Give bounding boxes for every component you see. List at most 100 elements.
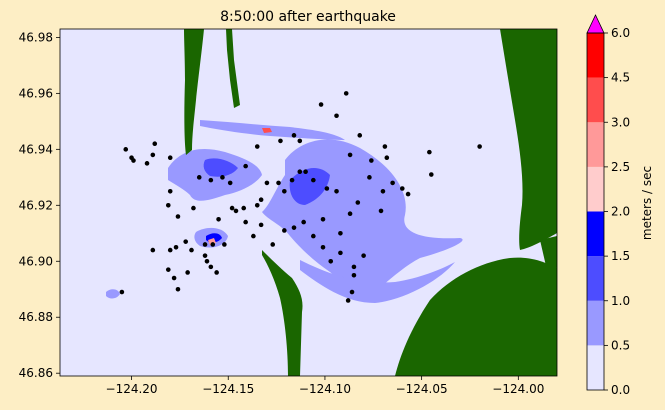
colorbar-segment <box>587 300 604 346</box>
gauge-layer <box>119 91 482 303</box>
gauge-point <box>291 225 297 230</box>
gauge-point <box>405 191 411 197</box>
gauge-point <box>227 180 233 186</box>
colorbar-segment <box>587 122 604 167</box>
gauge-point <box>427 149 432 155</box>
gauge-point <box>123 147 129 152</box>
land-north-spit-edge <box>226 29 240 108</box>
colorbar-tick-label: 1.5 <box>611 249 630 263</box>
y-tick-label: 46.90 <box>19 254 53 268</box>
colorbar-segment <box>587 211 604 257</box>
colorbar-tick-label: 3.0 <box>611 115 630 129</box>
gauge-point <box>173 244 179 250</box>
gauge-point <box>278 138 283 144</box>
flow-region-offshore-blob <box>106 289 120 299</box>
gauge-point <box>119 289 125 295</box>
gauge-point <box>369 158 374 163</box>
gauge-point <box>338 230 343 236</box>
gauge-point <box>167 155 173 161</box>
colorbar-tick-label: 0.0 <box>611 383 630 397</box>
gauge-point <box>175 214 181 219</box>
gauge-point <box>216 216 221 222</box>
gauge-point <box>282 189 287 194</box>
gauge-point <box>334 189 339 194</box>
gauge-point <box>343 91 349 96</box>
gauge-point <box>254 202 260 208</box>
flow-region-strong-core <box>289 168 330 205</box>
gauge-point <box>311 233 316 239</box>
colorbar-segment <box>587 345 604 390</box>
gauge-point <box>208 177 214 183</box>
x-tick-label: −124.10 <box>299 382 351 396</box>
land-northeast <box>500 29 557 250</box>
gauge-point <box>175 286 181 292</box>
gauge-point <box>347 152 353 158</box>
x-tick-label: −124.20 <box>106 382 158 396</box>
gauge-point <box>399 186 405 191</box>
gauge-point <box>167 189 173 194</box>
colorbar-tick-label: 2.0 <box>611 205 630 219</box>
gauge-point <box>210 242 216 247</box>
gauge-point <box>349 289 355 295</box>
gauge-point <box>229 205 235 211</box>
plot-frame <box>59 28 558 377</box>
gauge-point <box>361 253 366 258</box>
gauge-point <box>196 175 202 180</box>
gauge-point <box>311 177 316 183</box>
gauge-point <box>384 155 390 161</box>
gauge-point <box>345 298 351 303</box>
flow-region-south-bay <box>300 260 455 303</box>
flow-region-north-jet <box>262 128 272 133</box>
gauge-point <box>382 144 388 149</box>
gauge-point <box>303 169 308 175</box>
x-tick-label: −124.15 <box>202 382 254 396</box>
x-axis: −124.20 −124.15 −124.10 −124.05 −124.00 <box>106 376 544 396</box>
gauge-point <box>202 253 208 258</box>
gauge-point <box>165 267 171 272</box>
gauge-point <box>185 270 190 275</box>
gauge-point <box>297 169 303 175</box>
gauge-point <box>301 219 306 225</box>
colorbar-tick-label: 0.5 <box>611 338 630 352</box>
gauge-point <box>428 172 434 177</box>
gauge-point <box>233 208 239 214</box>
colorbar-extend-arrow <box>586 14 605 34</box>
land-east-shore <box>540 236 557 268</box>
gauge-point <box>270 242 276 247</box>
colorbar-segment <box>587 77 604 123</box>
colorbar-tick-label: 2.5 <box>611 160 630 174</box>
gauge-point <box>355 200 361 205</box>
gauge-point <box>152 141 158 147</box>
colorbar-tick-label: 6.0 <box>611 26 630 40</box>
colorbar: 0.0 0.5 1.0 1.5 2.0 2.5 3.0 4.5 6.0 <box>586 14 630 397</box>
gauge-point <box>150 247 156 253</box>
chart-title: 8:50:00 after earthquake <box>220 9 396 25</box>
gauge-point <box>204 258 210 264</box>
gauge-point <box>289 177 295 183</box>
y-tick-label: 46.96 <box>19 86 53 100</box>
gauge-point <box>191 205 196 211</box>
gauge-point <box>167 247 173 253</box>
gauge-point <box>338 250 343 256</box>
gauge-point <box>251 233 256 239</box>
gauge-point <box>150 152 156 158</box>
colorbar-segment <box>587 256 604 301</box>
flow-region-strong-entrance <box>203 158 238 177</box>
y-tick-label: 46.98 <box>19 30 53 44</box>
gauge-point <box>183 239 189 244</box>
gauge-point <box>477 144 482 149</box>
gauge-point <box>318 102 324 107</box>
gauge-point <box>291 133 297 138</box>
gauge-point <box>214 270 219 275</box>
gauge-point <box>297 138 303 144</box>
gauge-point <box>254 144 260 149</box>
gauge-point <box>347 211 353 216</box>
gauge-point <box>367 175 372 180</box>
gauge-point <box>243 219 248 225</box>
colorbar-segment <box>587 166 604 212</box>
gauge-point <box>258 197 264 203</box>
land-southeast <box>395 257 557 376</box>
gauge-point <box>131 158 136 163</box>
gauge-point <box>243 163 248 169</box>
